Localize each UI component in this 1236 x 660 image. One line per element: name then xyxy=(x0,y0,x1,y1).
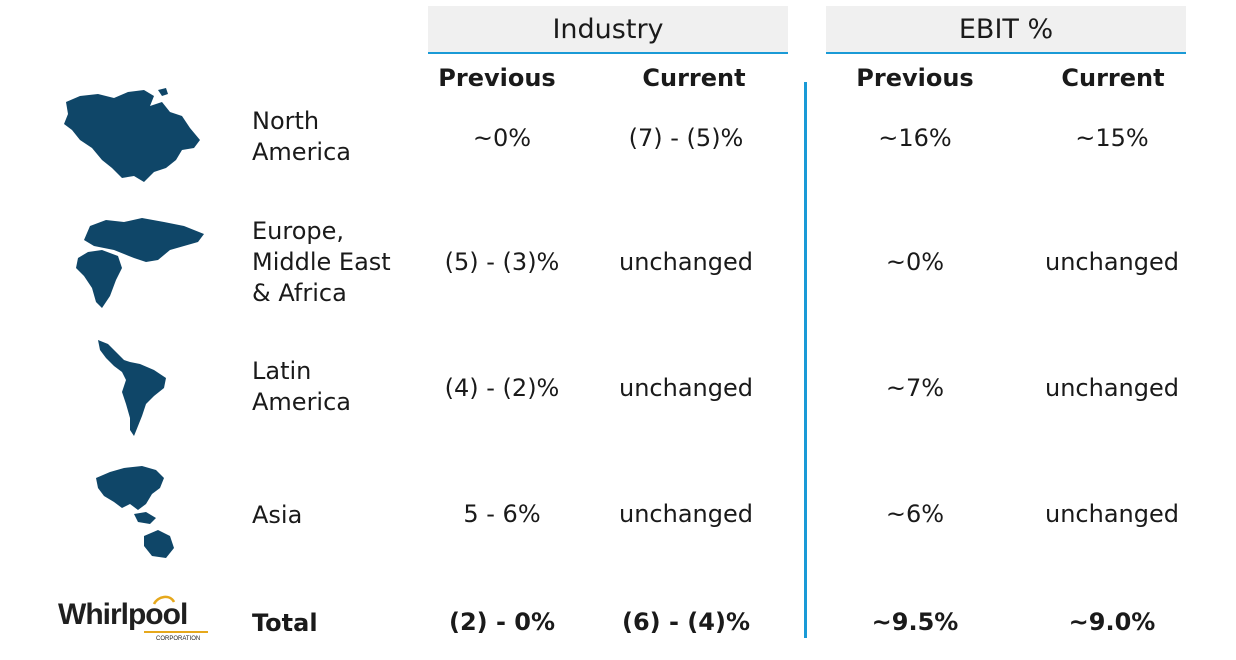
column-divider xyxy=(804,82,807,638)
industry-current-cell: unchanged xyxy=(619,248,753,276)
industry-previous-cell: (4) - (2)% xyxy=(444,374,560,402)
ebit-previous-total: ~9.5% xyxy=(871,608,959,636)
region-line: North xyxy=(252,107,320,135)
region-label: Latin America xyxy=(252,356,351,418)
ebit-current-cell: unchanged xyxy=(1045,248,1179,276)
industry-current-cell: (7) - (5)% xyxy=(628,124,744,152)
industry-previous-total: (2) - 0% xyxy=(448,608,556,636)
ebit-current-cell: ~15% xyxy=(1075,124,1149,152)
region-line: Europe, xyxy=(252,217,345,245)
industry-current-header: Current xyxy=(642,64,746,92)
ebit-previous-cell: ~7% xyxy=(885,374,945,402)
svg-text:CORPORATION: CORPORATION xyxy=(156,636,200,642)
industry-current-total: (6) - (4)% xyxy=(622,608,750,636)
whirlpool-logo-icon: Whirlpool CORPORATION xyxy=(58,595,208,642)
ebit-current-cell: unchanged xyxy=(1045,374,1179,402)
industry-current-cell: unchanged xyxy=(619,500,753,528)
svg-text:Whirlpool: Whirlpool xyxy=(58,598,187,631)
region-label: North America xyxy=(252,106,351,168)
ebit-previous-cell: ~16% xyxy=(878,124,952,152)
region-line: Middle East xyxy=(252,248,391,276)
industry-previous-header: Previous xyxy=(438,64,556,92)
ebit-current-cell: unchanged xyxy=(1045,500,1179,528)
ebit-previous-cell: ~0% xyxy=(885,248,945,276)
region-line: America xyxy=(252,138,351,166)
ebit-current-header: Current xyxy=(1061,64,1165,92)
region-label: Europe, Middle East & Africa xyxy=(252,216,391,309)
industry-previous-cell: ~0% xyxy=(472,124,532,152)
asia-map-icon xyxy=(96,466,174,558)
industry-previous-cell: (5) - (3)% xyxy=(444,248,560,276)
industry-current-cell: unchanged xyxy=(619,374,753,402)
industry-previous-cell: 5 - 6% xyxy=(463,500,541,528)
region-line: Asia xyxy=(252,501,303,529)
latin-america-map-icon xyxy=(98,340,166,436)
ebit-header: EBIT % xyxy=(826,6,1186,54)
total-label: Total xyxy=(252,609,318,637)
ebit-previous-header: Previous xyxy=(856,64,974,92)
region-line: America xyxy=(252,388,351,416)
emea-map-icon xyxy=(76,218,204,308)
region-line: Latin xyxy=(252,357,312,385)
ebit-previous-cell: ~6% xyxy=(885,500,945,528)
industry-header: Industry xyxy=(428,6,788,54)
north-america-map-icon xyxy=(64,88,200,182)
region-label: Asia xyxy=(252,500,302,531)
region-line: & Africa xyxy=(252,279,347,307)
ebit-current-total: ~9.0% xyxy=(1068,608,1156,636)
